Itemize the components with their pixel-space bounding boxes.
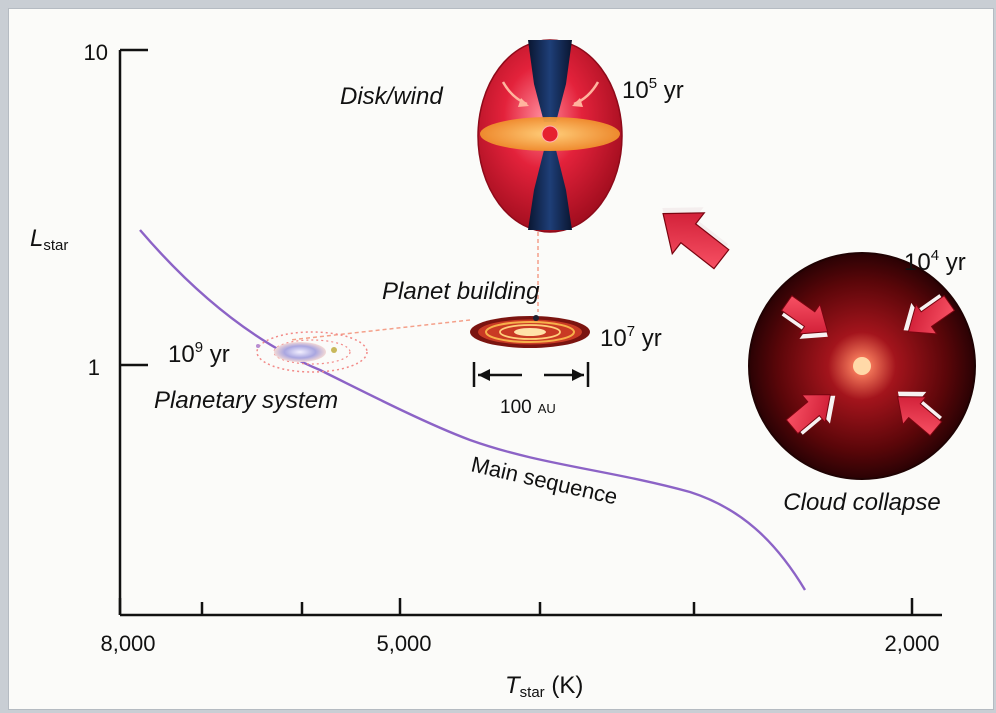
scale-bar-label: 100 AU — [500, 397, 556, 418]
cloud-collapse-stage — [748, 252, 976, 480]
planet-age-unit: yr — [635, 325, 662, 352]
protoplanet — [533, 315, 539, 321]
cloud-age-exp: 4 — [931, 247, 939, 264]
disk-wind-age: 105 yr — [622, 75, 684, 104]
cloud-age-unit: yr — [939, 249, 966, 276]
system-planet-2 — [256, 344, 260, 348]
x-tick-label-5000: 5,000 — [376, 631, 431, 656]
planetary-system-age: 109 yr — [168, 339, 230, 368]
x-axis-title-unit: (K) — [545, 672, 584, 699]
y-axis-title-main: L — [30, 225, 43, 252]
planet-building-stage — [470, 315, 590, 348]
system-age-exp: 9 — [195, 339, 203, 356]
disk-wind-stage — [477, 39, 623, 233]
transition-arrow — [662, 207, 730, 270]
system-planet-1 — [331, 347, 337, 353]
axes — [118, 48, 942, 617]
system-orbit-inner — [273, 339, 351, 365]
protoplanetary-ring-1 — [485, 321, 575, 343]
y-tick-label-1: 1 — [88, 355, 100, 380]
planetary-system-label: Planetary system — [154, 387, 338, 414]
disk-age-base: 10 — [622, 77, 649, 104]
y-axis-title: Lstar — [30, 225, 68, 254]
scale-unit: AU — [538, 401, 556, 416]
cloud-collapse-age: 104 yr — [904, 247, 966, 276]
planetary-system-stage — [256, 331, 368, 373]
cloud-collapse-label: Cloud collapse — [783, 489, 940, 516]
planet-building-label: Planet building — [382, 278, 540, 305]
planet-building-age: 107 yr — [600, 323, 662, 352]
x-tick-label-2000: 2,000 — [884, 631, 939, 656]
disk-protostar — [541, 125, 559, 143]
planet-age-exp: 7 — [627, 323, 635, 340]
x-axis-title: Tstar (K) — [505, 672, 583, 701]
y-tick-label-10: 10 — [84, 40, 108, 65]
disk-wind-label: Disk/wind — [340, 83, 443, 110]
planet-age-base: 10 — [600, 325, 627, 352]
scale-value: 100 — [500, 397, 532, 418]
outflow-jet-bottom — [528, 150, 572, 230]
protoplanetary-ring-2 — [499, 324, 561, 340]
system-age-unit: yr — [203, 341, 230, 368]
scale-bar — [472, 362, 590, 387]
x-axis-title-main: T — [505, 672, 522, 699]
system-core — [274, 342, 326, 362]
connector-planet-to-system — [289, 319, 471, 341]
system-age-base: 10 — [168, 341, 195, 368]
outflow-jet-top — [528, 40, 572, 122]
x-tick-label-8000: 8,000 — [100, 631, 155, 656]
cloud-age-base: 10 — [904, 249, 931, 276]
protostar-core — [853, 357, 871, 375]
x-axis-title-sub: star — [520, 684, 545, 701]
protoplanetary-ring-3 — [514, 328, 546, 336]
disk-age-unit: yr — [657, 77, 684, 104]
y-axis-title-sub: star — [43, 237, 68, 254]
main-sequence-curve — [139, 229, 807, 591]
disk-age-exp: 5 — [649, 75, 657, 92]
system-orbit-outer — [256, 331, 368, 373]
